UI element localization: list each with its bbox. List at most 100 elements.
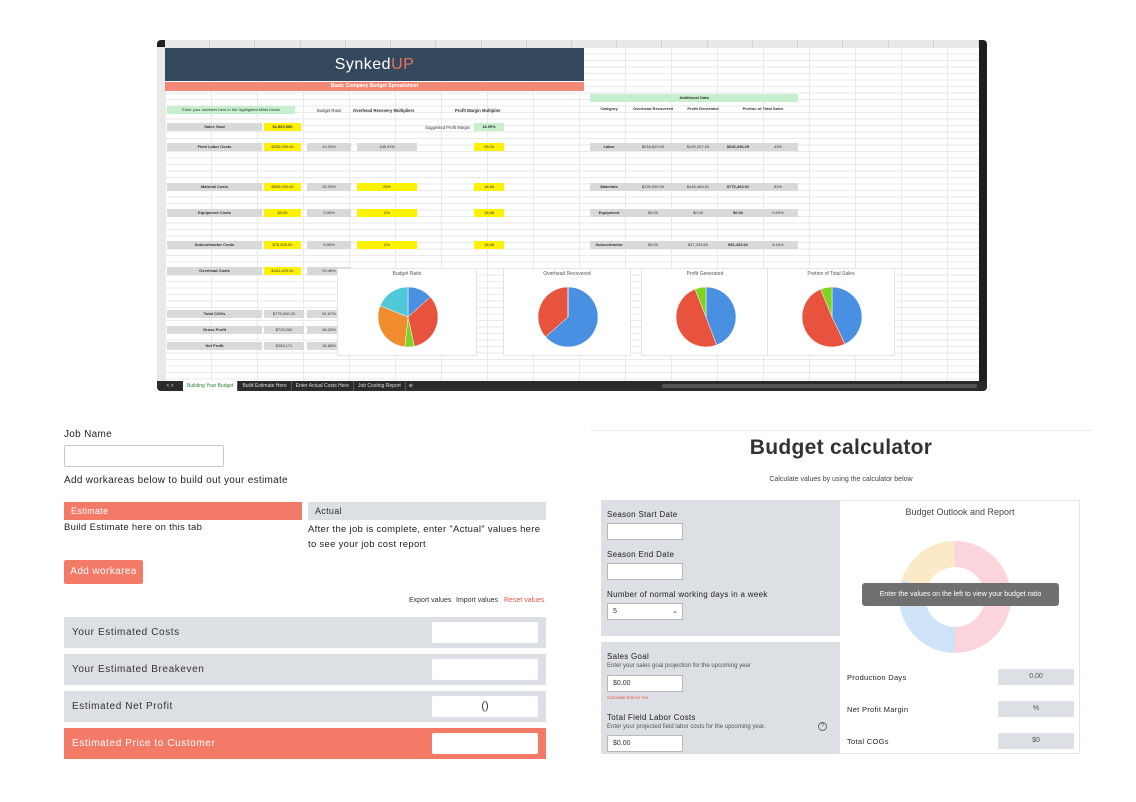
sheet-row-multiplier[interactable]: 28.00 [474,143,504,151]
summary-label: Your Estimated Breakeven [72,664,205,675]
additional-profit: $17,433.62 [678,241,718,249]
sheet-row-overhead[interactable]: 25% [357,183,417,191]
sheet-row-multiplier[interactable]: 18.88 [474,183,504,191]
row-number [157,262,165,269]
row-number [157,285,165,292]
pie-slice [801,288,846,348]
sheet-row-overhead[interactable]: 108.41% [357,143,417,151]
header-budget-ratio: Budget Ratio [317,108,342,113]
additional-profit: $0.00 [678,209,718,217]
row-number [157,329,165,336]
additional-overhead: $216,829.00 [628,143,678,151]
row-number [157,114,165,121]
row-number [157,366,165,373]
additional-category: Labor [590,143,628,151]
season-end-label: Season End Date [607,550,675,559]
sheet-tab[interactable]: Building Your Budget [183,381,239,391]
sheet-tab[interactable]: Enter Actual Costs Here [292,381,354,391]
season-start-input[interactable] [607,523,683,540]
pie-slice [377,305,409,348]
sheet-row-value[interactable]: $200,000.00 [264,143,301,151]
sales-goal-label: Sales Goal [607,652,650,661]
sheet-tab[interactable]: Job Costing Report [354,381,406,391]
pie-slice [545,286,599,348]
suggested-margin-label: Suggested Profit Margin [425,125,470,130]
sheet-row-overhead[interactable]: 0% [357,209,417,217]
sales-goal-hint: Enter your sales goal projection for the… [607,663,751,669]
additional-portion: 51% [758,183,798,191]
sheet-row-overhead[interactable]: 0% [357,241,417,249]
additional-overhead: $0.00 [628,241,678,249]
synkedup-logo: SynkedUP [334,55,415,73]
sheet-total-value: $283,171 [264,342,304,350]
sheet-row-multiplier[interactable]: 18.88 [474,241,504,249]
season-start-label: Season Start Date [607,510,678,519]
horizontal-scrollbar[interactable] [662,384,977,388]
import-values-link[interactable]: Import values [456,597,499,604]
pie-chart: Portion of Total Sales [767,268,895,356]
sheet-row-ratio: 33.33% [307,183,351,191]
stat-net-profit-margin-label: Net Profit Margin [847,705,909,714]
sales-goal-cell[interactable]: $1,500,000 [264,123,301,131]
add-sheet-icon[interactable]: ⊕ [408,383,413,389]
sheet-title: Basic Company Budget Spreadsheet [165,82,584,91]
pie-chart-title: Budget Ratio [392,271,422,277]
add-workarea-button[interactable]: Add workarea [64,560,143,584]
export-values-link[interactable]: Export values [409,597,452,604]
job-name-input[interactable] [64,445,224,467]
pie-slice [705,286,737,346]
stat-total-cogs-value: $0 [998,733,1074,749]
sales-goal-calculate-link[interactable]: Calculate this for me [607,695,649,700]
row-number [157,344,165,351]
additional-category: Subcontractor [590,241,628,249]
job-name-label: Job Name [64,429,112,440]
budget-donut-chart [899,541,1011,653]
field-labor-input[interactable]: $0.00 [607,735,683,752]
additional-profit: $129,207.25 [678,143,718,151]
row-number [157,203,165,210]
working-days-select[interactable]: 5 ⌄ [607,603,683,620]
sheet-tab[interactable]: Build Estimate Here [238,381,292,391]
tab-estimate[interactable]: Estimate [64,502,302,520]
row-number [157,336,165,343]
row-number [157,136,165,143]
additional-profit: $145,463.51 [678,183,718,191]
row-number [157,277,165,284]
sheet-row-value[interactable]: $500,000.00 [264,183,301,191]
stat-production-days-label: Production Days [847,673,907,682]
panel-separator [601,636,840,642]
stat-production-days-value: 0.00 [998,669,1074,685]
sales-goal-input[interactable]: $0.00 [607,675,683,692]
sheet-row-value[interactable]: $441,829.00 [264,267,301,275]
sheet-row-ratio: 13.33% [307,143,351,151]
header-profit-margin-multiplier: Profit Margin Multiplier [455,108,501,113]
sheet-row-multiplier[interactable]: 18.88 [474,209,504,217]
summary-value [432,733,538,754]
actual-description: After the job is complete, enter "Actual… [308,524,541,550]
sales-goal-label: Sales Goal [167,123,262,131]
row-number [157,54,165,61]
additional-total: $770,463.51 [718,183,758,191]
sheet-nav-arrows[interactable]: < > [166,383,174,389]
row-header [157,47,165,381]
sheet-row-label: Field Labor Costs [167,143,262,151]
sheet-grid[interactable] [165,47,979,381]
sheet-row-value[interactable]: $0.00 [264,209,301,217]
workareas-label: Add workareas below to build out your es… [64,475,288,486]
tab-actual[interactable]: Actual [308,502,546,520]
reset-values-link[interactable]: Reset values [504,597,545,604]
summary-label: Estimated Price to Customer [72,738,216,749]
summary-label: Estimated Net Profit [72,701,173,712]
season-end-input[interactable] [607,563,683,580]
column-header [165,40,979,47]
additional-category: Equipment [590,209,628,217]
additional-category: Materials [590,183,628,191]
calculator-inputs-panel [601,500,840,754]
pie-slice [407,296,439,347]
pie-slice [675,288,717,348]
pie-svg [801,286,863,348]
row-number [157,195,165,202]
row-number [157,121,165,128]
sheet-row-value[interactable]: $75,000.00 [264,241,301,249]
help-icon[interactable]: ? [818,722,827,731]
